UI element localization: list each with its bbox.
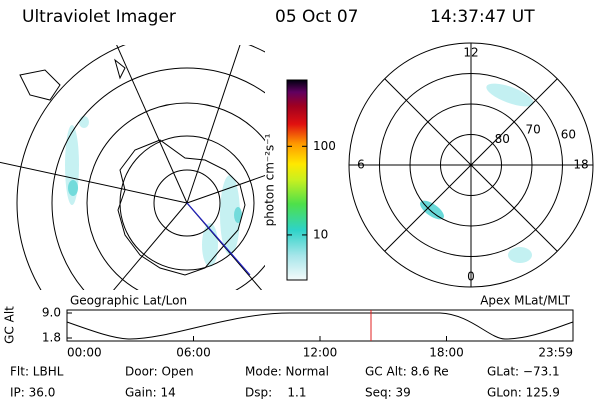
date: 05 Oct 07	[275, 7, 358, 27]
mlt-label: 6	[357, 158, 365, 172]
polar-spoke	[384, 78, 558, 252]
x-tick-label: 23:59	[538, 346, 573, 360]
mlt-label: 18	[573, 158, 588, 172]
info-field: GLon: 125.9	[487, 386, 560, 400]
info-field: Mode: Normal	[245, 365, 329, 379]
info-field: Flt: LBHL	[10, 365, 64, 379]
colorbar-tick-label: 100	[313, 139, 336, 153]
y-tick-label: 9.0	[42, 306, 61, 320]
colorbar	[286, 79, 308, 281]
mlt-label: 12	[463, 46, 478, 60]
y-tick-label: 1.8	[42, 331, 61, 345]
altitude-label: GC Alt	[3, 306, 17, 344]
info-field: IP: 36.0	[10, 386, 55, 400]
x-tick-label: 18:00	[429, 346, 464, 360]
x-tick-label: 12:00	[303, 346, 338, 360]
polar-label: Apex MLat/MLT	[480, 294, 570, 308]
x-tick-label: 06:00	[176, 346, 211, 360]
info-field: GC Alt: 8.6 Re	[365, 365, 449, 379]
info-field: Gain: 14	[125, 386, 176, 400]
altitude-curve	[66, 312, 574, 340]
lat-label: 70	[525, 122, 540, 136]
title: Ultraviolet Imager	[22, 7, 176, 27]
info-field: Seq: 39	[365, 386, 411, 400]
time: 14:37:47 UT	[430, 7, 535, 27]
info-field: GLat: −73.1	[487, 365, 560, 379]
lat-label: 80	[495, 132, 510, 146]
lat-label: 60	[561, 128, 576, 142]
colorbar-label: photon cm⁻²s⁻¹	[263, 133, 277, 226]
map-label: Geographic Lat/Lon	[70, 294, 187, 308]
info-field: Door: Open	[125, 365, 194, 379]
mlt-label: 0	[467, 270, 475, 284]
aurora	[420, 83, 534, 263]
info-field: Dsp: 1.1	[245, 386, 307, 400]
x-tick-label: 00:00	[67, 346, 102, 360]
colorbar-tick-label: 10	[313, 227, 328, 241]
geo-map	[0, 45, 265, 290]
